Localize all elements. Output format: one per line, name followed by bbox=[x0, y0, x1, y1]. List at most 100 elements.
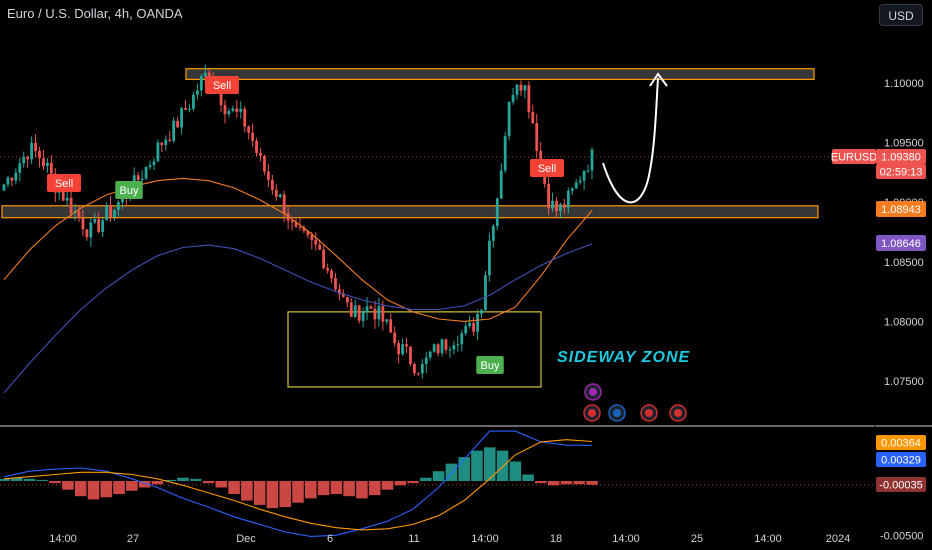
candle-body bbox=[361, 311, 365, 321]
macd-histogram-bar bbox=[547, 481, 560, 486]
candle-body bbox=[34, 142, 37, 152]
candle-body bbox=[30, 142, 34, 160]
macd-histogram-bar bbox=[164, 479, 176, 481]
candle-body bbox=[251, 132, 255, 141]
ma-short-tag-bg bbox=[876, 201, 926, 217]
flag-icon-dot bbox=[588, 409, 596, 417]
macd-histogram-bar bbox=[202, 481, 215, 484]
flag-icon-dot bbox=[674, 409, 682, 417]
macd-histogram-bar bbox=[87, 481, 100, 500]
flag-icon-dot bbox=[613, 409, 621, 417]
macd-histogram-bar bbox=[356, 481, 368, 499]
candle-body bbox=[172, 120, 176, 141]
candle-body bbox=[515, 84, 519, 95]
candle-body bbox=[468, 322, 472, 326]
macd-histogram-bar bbox=[407, 481, 419, 484]
price-axis-tick: 1.08000 bbox=[884, 316, 924, 328]
countdown-tag: 02:59:13 bbox=[880, 167, 923, 179]
candle-body bbox=[89, 222, 93, 238]
projection-curve bbox=[602, 77, 659, 204]
macd-histogram-bar bbox=[279, 481, 292, 508]
macd-histogram-bar bbox=[215, 481, 228, 488]
candle-body bbox=[160, 142, 164, 146]
candle-body bbox=[140, 178, 144, 181]
candle-body bbox=[97, 219, 101, 232]
macd-histogram-bar bbox=[49, 481, 61, 484]
candle-body bbox=[77, 211, 81, 218]
macd-histogram-bar bbox=[36, 479, 49, 481]
macd-histogram-bar bbox=[253, 481, 266, 505]
candle-body bbox=[10, 177, 14, 181]
time-axis-tick: 25 bbox=[691, 533, 703, 545]
candle-body bbox=[184, 107, 187, 110]
candle-body bbox=[440, 339, 444, 354]
candle-body bbox=[416, 373, 420, 375]
macd-histogram-bar bbox=[394, 481, 407, 486]
candle-body bbox=[306, 230, 310, 236]
candle-body bbox=[144, 167, 148, 179]
macd-histogram-bar bbox=[381, 481, 394, 490]
candle-body bbox=[148, 165, 152, 168]
time-axis-tick: 18 bbox=[550, 533, 562, 545]
candle-body bbox=[484, 275, 487, 310]
candle-body bbox=[247, 126, 251, 133]
support-zone bbox=[1, 205, 819, 219]
buy-signal-text: Buy bbox=[120, 185, 139, 197]
candle-body bbox=[582, 170, 586, 181]
candle-body bbox=[69, 197, 73, 214]
candle-body bbox=[227, 110, 231, 115]
candle-body bbox=[2, 184, 6, 191]
candle-body bbox=[219, 90, 223, 106]
buy-signal-label bbox=[476, 356, 504, 374]
time-axis-tick: 11 bbox=[408, 533, 419, 545]
macd-histogram-bar bbox=[330, 481, 343, 495]
candle-body bbox=[578, 180, 582, 183]
ma-short-line bbox=[3, 177, 593, 322]
candle-body bbox=[377, 306, 381, 320]
macd-histogram-bar bbox=[420, 477, 432, 481]
candle-body bbox=[38, 151, 41, 159]
price-axis-tick: 1.07500 bbox=[884, 376, 924, 388]
symbol-tag-bg bbox=[832, 149, 876, 164]
currency-button[interactable]: USD bbox=[879, 4, 923, 26]
macd-histogram-bar bbox=[138, 481, 151, 488]
macd-histogram-bar bbox=[445, 463, 458, 481]
candle-body bbox=[290, 220, 294, 223]
candle-body bbox=[6, 177, 10, 185]
resistance-zone bbox=[185, 68, 815, 81]
candle-body bbox=[405, 344, 408, 347]
ma-long-line bbox=[3, 243, 593, 394]
candle-body bbox=[49, 162, 53, 174]
candle-body bbox=[480, 309, 483, 314]
candle-body bbox=[326, 268, 329, 271]
macd-histogram-bar bbox=[100, 481, 113, 498]
macd-line bbox=[3, 430, 593, 537]
macd-histogram-bar bbox=[458, 457, 470, 481]
candle-body bbox=[409, 346, 412, 365]
candle-body bbox=[345, 296, 349, 303]
candle-body bbox=[188, 108, 191, 110]
candle-body bbox=[322, 249, 326, 269]
candle-body bbox=[452, 345, 456, 350]
candle-body bbox=[109, 205, 112, 218]
candle-body bbox=[330, 270, 333, 279]
candle-body bbox=[223, 105, 227, 115]
candle-body bbox=[420, 363, 424, 374]
candle-body bbox=[385, 319, 389, 322]
candle-body bbox=[180, 107, 183, 128]
macd-histogram-bar bbox=[189, 478, 202, 481]
candle-body bbox=[460, 333, 464, 345]
candle-body bbox=[566, 190, 570, 208]
candle-body bbox=[192, 94, 195, 109]
sell-signal-label bbox=[205, 76, 239, 94]
candle-body bbox=[570, 188, 574, 191]
time-axis-tick: 14:00 bbox=[754, 533, 782, 545]
time-axis-tick: 14:00 bbox=[471, 533, 499, 545]
candle-body bbox=[574, 182, 578, 189]
time-axis-tick: 14:00 bbox=[49, 533, 77, 545]
macd-histogram-bar bbox=[74, 481, 87, 497]
candle-body bbox=[472, 322, 476, 332]
candle-body bbox=[373, 308, 377, 320]
candle-body bbox=[18, 163, 22, 173]
